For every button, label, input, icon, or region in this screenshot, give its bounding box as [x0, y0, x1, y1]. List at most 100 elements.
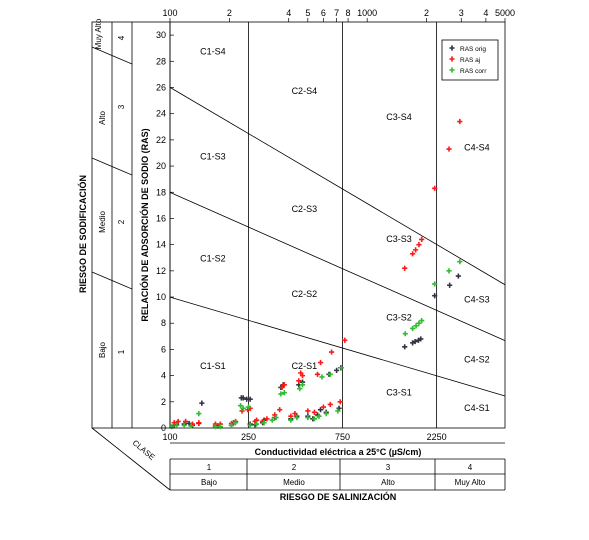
data-point — [297, 386, 303, 392]
data-point — [171, 420, 177, 426]
data-point — [416, 320, 422, 326]
y-tick-label: 4 — [161, 371, 166, 381]
data-point — [217, 424, 223, 430]
class-label: C2-S1 — [292, 361, 318, 371]
data-point — [419, 318, 425, 324]
data-point — [446, 146, 452, 152]
data-point — [169, 424, 175, 430]
sodification-class-line — [91, 271, 133, 290]
series-ras-corr — [169, 259, 463, 430]
data-point — [298, 370, 304, 376]
data-point — [457, 118, 463, 125]
y-tick-label: 2 — [161, 397, 166, 407]
top-tick-label: 2 — [424, 8, 429, 18]
data-point — [316, 413, 322, 419]
top-tick-label: 3 — [459, 8, 464, 18]
data-point — [305, 408, 311, 414]
sodification-title: RIESGO DE SODIFICACIÓN — [77, 175, 88, 293]
sodification-level-name: Medio — [98, 211, 107, 233]
top-tick-label: 100 — [162, 8, 177, 18]
data-point — [337, 399, 343, 405]
data-point — [412, 247, 419, 253]
data-point — [261, 420, 267, 426]
y-tick-label: 26 — [156, 82, 166, 92]
data-point — [335, 408, 341, 414]
y-tick-label: 12 — [156, 266, 166, 276]
clase-diagonal — [91, 427, 171, 491]
salinization-level-name: Medio — [283, 478, 305, 487]
y-tick-label: 10 — [156, 292, 166, 302]
legend-marker — [449, 56, 455, 62]
data-point — [432, 185, 438, 191]
bottom-tick-label: 250 — [241, 432, 256, 442]
data-point — [305, 414, 311, 421]
data-point — [413, 323, 419, 329]
data-point — [196, 420, 202, 426]
data-point — [317, 407, 324, 413]
data-point — [281, 390, 287, 396]
data-point — [188, 423, 194, 429]
data-point — [240, 405, 246, 411]
class-label: C1-S2 — [200, 254, 226, 264]
data-point — [342, 337, 348, 343]
salinization-level-num: 3 — [386, 463, 391, 472]
data-point — [183, 418, 189, 425]
data-point — [311, 409, 318, 415]
y-tick-label: 22 — [156, 135, 166, 145]
axis-ticks: 100 2 4 5 6 7 8 1000 2 3 4 500002468101214161820222… — [156, 8, 515, 442]
y-axis-label: RELACIÓN DE ADSORCIÓN DE SODIO (RAS) — [139, 128, 150, 321]
data-point — [402, 265, 408, 271]
data-point — [432, 293, 438, 299]
sodification-level-name: Bajo — [98, 341, 107, 358]
data-point — [264, 416, 270, 422]
data-point — [447, 282, 453, 288]
data-point — [455, 273, 461, 279]
top-tick-label: 5000 — [495, 8, 515, 18]
legend-marker — [449, 67, 455, 73]
data-point — [432, 281, 438, 287]
sodicity-class-boundary — [169, 192, 506, 341]
x-axis-label: Conductividad eléctrica a 25°C (µS/cm) — [255, 447, 422, 457]
data-point — [336, 405, 342, 411]
y-tick-label: 6 — [161, 344, 166, 354]
data-point — [277, 407, 283, 413]
bottom-tick-label: 2250 — [427, 432, 447, 442]
legend-label: RAS corr — [460, 68, 487, 75]
legend-label: RAS aj — [460, 57, 480, 64]
data-point — [196, 410, 202, 417]
clase-label: CLASE — [131, 438, 157, 462]
data-point — [245, 404, 252, 410]
data-point — [181, 422, 187, 428]
data-point — [299, 373, 306, 379]
legend-label: RAS orig — [460, 46, 486, 53]
top-tick-label: 4 — [286, 8, 291, 18]
y-tick-label: 28 — [156, 56, 166, 66]
sodification-level-num: 1 — [117, 349, 126, 354]
data-point — [419, 236, 425, 243]
data-point — [240, 395, 246, 401]
data-point — [410, 251, 416, 257]
y-tick-label: 14 — [156, 240, 166, 250]
data-point — [212, 424, 219, 430]
plot-frame — [169, 21, 506, 429]
data-point — [412, 338, 418, 345]
data-point — [272, 412, 278, 418]
data-point — [402, 344, 408, 350]
sodification-level-name: Alto — [98, 111, 107, 125]
class-labels: C1-S1 C1-S2 C1-S3 C1-S4 C2-S1 C2-S2 C2-S3 C2-S4… — [200, 47, 490, 413]
salinization-level-num: 1 — [207, 463, 212, 472]
data-point — [457, 259, 463, 265]
class-label: C3-S2 — [386, 313, 412, 323]
class-label: C4-S4 — [464, 142, 490, 152]
bottom-tick-label: 100 — [162, 432, 177, 442]
data-point — [288, 417, 294, 423]
y-tick-label: 8 — [161, 318, 166, 328]
y-tick-label: 0 — [161, 423, 166, 433]
data-point — [281, 382, 287, 388]
data-point — [247, 396, 253, 402]
class-label: C1-S3 — [200, 152, 226, 162]
y-tick-label: 20 — [156, 161, 166, 171]
salinization-level-name: Alto — [381, 478, 395, 487]
sodification-class-line — [91, 157, 133, 176]
class-label: C4-S2 — [464, 355, 490, 365]
